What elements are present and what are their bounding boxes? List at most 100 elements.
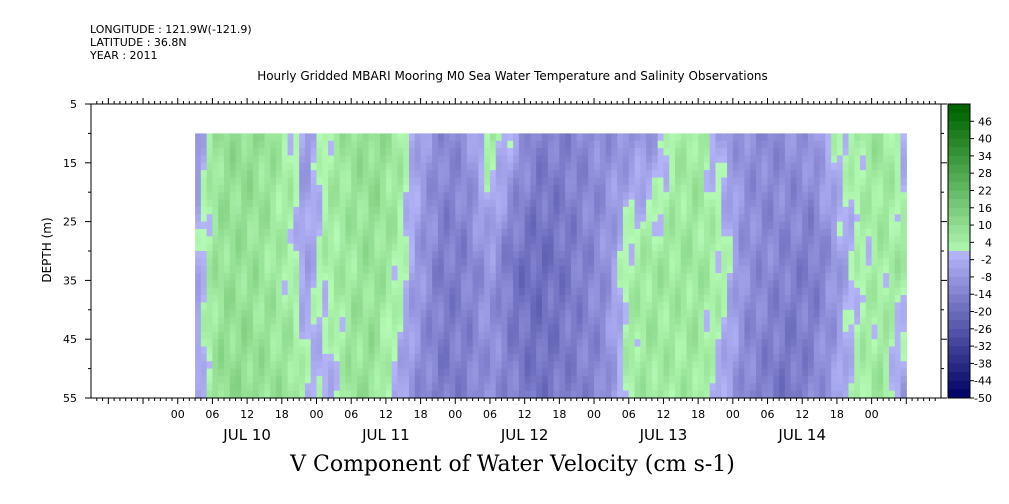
colorbar-swatch bbox=[948, 268, 970, 278]
heatmap-cell bbox=[802, 383, 809, 392]
heatmap-cell bbox=[507, 346, 514, 355]
heatmap-cell bbox=[472, 192, 480, 201]
heatmap-cell bbox=[750, 295, 757, 304]
heatmap-cell bbox=[565, 383, 572, 392]
heatmap-cell bbox=[356, 339, 364, 348]
heatmap-cell bbox=[443, 361, 451, 370]
heatmap-cell bbox=[698, 258, 705, 267]
heatmap-cell bbox=[565, 331, 572, 340]
heatmap-cell bbox=[888, 148, 896, 157]
heatmap-cell bbox=[339, 361, 347, 370]
heatmap-cell bbox=[692, 317, 699, 326]
heatmap-cell bbox=[530, 265, 537, 274]
heatmap-cell bbox=[784, 251, 792, 259]
heatmap-cell bbox=[553, 309, 560, 318]
heatmap-cell bbox=[703, 236, 711, 245]
heatmap-cell bbox=[617, 206, 624, 215]
heatmap-cell bbox=[414, 324, 422, 333]
heatmap-cell bbox=[310, 133, 318, 142]
heatmap-cell bbox=[409, 133, 416, 142]
heatmap-cell bbox=[686, 184, 693, 193]
chart-title: Hourly Gridded MBARI Mooring M0 Sea Wate… bbox=[257, 69, 768, 83]
heatmap-cell bbox=[212, 162, 219, 171]
heatmap-cell bbox=[455, 140, 462, 149]
heatmap-cell bbox=[195, 133, 202, 142]
heatmap-cell bbox=[223, 155, 231, 164]
heatmap-cell bbox=[773, 192, 780, 201]
heatmap-cell bbox=[414, 177, 422, 186]
heatmap-cell bbox=[547, 368, 555, 377]
heatmap-cell bbox=[380, 383, 387, 392]
heatmap-cell bbox=[761, 192, 769, 201]
heatmap-cell bbox=[605, 192, 613, 201]
heatmap-cell bbox=[657, 302, 665, 311]
heatmap-cell bbox=[767, 287, 774, 296]
heatmap-cell bbox=[229, 324, 237, 333]
heatmap-cell bbox=[727, 339, 734, 348]
heatmap-cell bbox=[276, 317, 283, 326]
heatmap-cell bbox=[611, 265, 618, 274]
heatmap-cell bbox=[304, 177, 312, 186]
heatmap-cell bbox=[865, 243, 873, 252]
heatmap-cell bbox=[206, 214, 214, 223]
heatmap-cell bbox=[206, 162, 214, 171]
heatmap-cell bbox=[594, 383, 601, 392]
heatmap-cell bbox=[825, 214, 832, 223]
heatmap-cell bbox=[513, 309, 520, 318]
heatmap-cell bbox=[761, 251, 769, 259]
heatmap-cell bbox=[808, 148, 815, 157]
heatmap-cell bbox=[455, 184, 462, 193]
heatmap-cell bbox=[513, 236, 520, 245]
heatmap-cell bbox=[449, 228, 456, 237]
heatmap-cell bbox=[854, 375, 861, 384]
heatmap-cell bbox=[432, 192, 439, 201]
heatmap-cell bbox=[489, 368, 497, 377]
heatmap-cell bbox=[738, 251, 745, 259]
heatmap-cell bbox=[883, 243, 890, 252]
heatmap-cell bbox=[432, 273, 439, 281]
heatmap-cell bbox=[310, 280, 318, 289]
heatmap-cell bbox=[316, 192, 323, 201]
heatmap-cell bbox=[472, 302, 480, 311]
heatmap-cell bbox=[842, 383, 850, 392]
heatmap-cell bbox=[281, 287, 289, 296]
heatmap-cell bbox=[888, 287, 896, 296]
heatmap-cell bbox=[779, 331, 786, 340]
heatmap-cell bbox=[380, 302, 387, 311]
heatmap-cell bbox=[669, 324, 676, 333]
heatmap-cell bbox=[322, 295, 329, 304]
heatmap-cell bbox=[640, 265, 647, 274]
heatmap-cell bbox=[437, 214, 445, 223]
heatmap-cell bbox=[252, 353, 260, 362]
heatmap-cell bbox=[258, 243, 266, 252]
heatmap-cell bbox=[848, 383, 855, 392]
heatmap-cell bbox=[594, 236, 601, 245]
heatmap-cell bbox=[842, 228, 850, 237]
heatmap-cell bbox=[588, 184, 595, 193]
heatmap-cell bbox=[206, 302, 214, 311]
heatmap-cell bbox=[663, 221, 670, 230]
heatmap-cell bbox=[270, 302, 277, 311]
heatmap-cell bbox=[622, 273, 630, 281]
heatmap-cell bbox=[437, 383, 445, 392]
heatmap-cell bbox=[316, 309, 323, 318]
heatmap-cell bbox=[848, 339, 855, 348]
heatmap-cell bbox=[472, 324, 480, 333]
heatmap-cell bbox=[686, 162, 693, 171]
heatmap-cell bbox=[888, 206, 896, 215]
heatmap-cell bbox=[657, 236, 665, 245]
heatmap-cell bbox=[432, 287, 439, 296]
heatmap-cell bbox=[206, 375, 214, 384]
heatmap-cell bbox=[628, 339, 636, 348]
heatmap-cell bbox=[825, 162, 832, 171]
heatmap-cell bbox=[530, 170, 537, 179]
heatmap-cell bbox=[195, 390, 202, 399]
heatmap-cell bbox=[374, 273, 381, 281]
heatmap-cell bbox=[322, 309, 329, 318]
heatmap-cell bbox=[646, 295, 653, 304]
heatmap-cell bbox=[518, 346, 526, 355]
heatmap-cell bbox=[675, 140, 682, 149]
heatmap-cell bbox=[374, 251, 381, 259]
heatmap-cell bbox=[258, 214, 266, 223]
heatmap-cell bbox=[738, 287, 745, 296]
